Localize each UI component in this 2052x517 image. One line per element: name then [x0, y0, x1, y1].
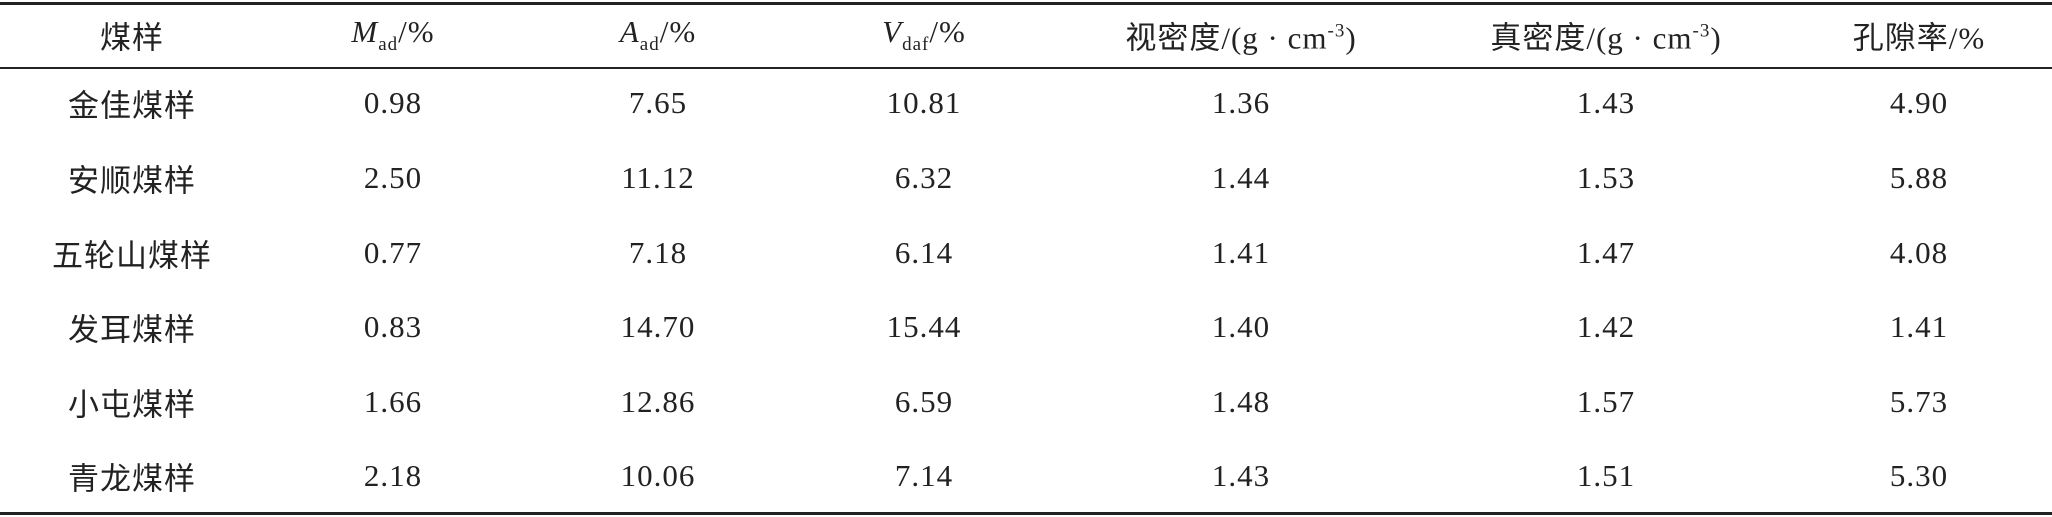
- top-rule: [0, 2, 2052, 5]
- header-text: -3: [1692, 20, 1711, 42]
- row-label: 发耳煤样: [68, 312, 196, 348]
- header-cell: Mad/%: [351, 14, 434, 56]
- header-text: /%: [929, 14, 966, 49]
- header-text: 真密度/(g · cm: [1490, 20, 1693, 56]
- header-text: -3: [1327, 20, 1346, 42]
- cell-value: 12.86: [620, 384, 696, 419]
- row-label: 青龙煤样: [68, 461, 196, 497]
- cell-value: 10.06: [620, 458, 696, 493]
- header-text: A: [619, 14, 640, 49]
- cell-value: 5.73: [1889, 384, 1949, 419]
- cell-value: 2.18: [363, 458, 423, 493]
- cell-value: 10.81: [886, 85, 962, 120]
- header-text: M: [351, 14, 379, 49]
- cell-value: 2.50: [363, 160, 423, 195]
- cell-value: 0.98: [363, 85, 423, 120]
- cell-value: 5.88: [1889, 160, 1949, 195]
- cell-value: 11.12: [621, 160, 695, 195]
- row-label: 五轮山煤样: [52, 238, 212, 274]
- header-cell: Aad/%: [620, 14, 696, 56]
- cell-value: 6.14: [894, 235, 954, 270]
- header-text: ad: [639, 34, 660, 55]
- cell-value: 1.43: [1211, 458, 1271, 493]
- cell-value: 1.40: [1211, 309, 1271, 344]
- cell-value: 6.59: [894, 384, 954, 419]
- cell-value: 1.53: [1576, 160, 1636, 195]
- bottom-rule: [0, 512, 2052, 515]
- header-text: daf: [902, 34, 930, 55]
- header-text: 孔隙率/%: [1852, 20, 1986, 56]
- cell-value: 4.08: [1889, 235, 1949, 270]
- cell-value: 1.41: [1889, 309, 1949, 344]
- header-cell: 煤样: [100, 13, 164, 58]
- cell-value: 0.83: [363, 309, 423, 344]
- header-text: 煤样: [100, 20, 164, 56]
- cell-value: 4.90: [1889, 85, 1949, 120]
- cell-value: 1.36: [1211, 85, 1271, 120]
- header-text: ): [1345, 20, 1357, 56]
- header-cell: 视密度/(g · cm-3): [1125, 13, 1356, 58]
- header-cell: 真密度/(g · cm-3): [1490, 13, 1721, 58]
- cell-value: 7.14: [894, 458, 954, 493]
- cell-value: 14.70: [620, 309, 696, 344]
- header-text: 视密度/(g · cm: [1125, 20, 1328, 56]
- cell-value: 15.44: [886, 309, 962, 344]
- cell-value: 1.51: [1576, 458, 1636, 493]
- header-rule: [0, 67, 2052, 69]
- header-text: ): [1710, 20, 1722, 56]
- cell-value: 1.48: [1211, 384, 1271, 419]
- cell-value: 5.30: [1889, 458, 1949, 493]
- cell-value: 7.65: [628, 85, 688, 120]
- header-cell: 孔隙率/%: [1853, 13, 1985, 58]
- header-text: /%: [398, 14, 435, 49]
- cell-value: 1.57: [1576, 384, 1636, 419]
- header-text: /%: [659, 14, 697, 49]
- cell-value: 7.18: [628, 235, 688, 270]
- cell-value: 1.66: [363, 384, 423, 419]
- cell-value: 1.47: [1576, 235, 1636, 270]
- cell-value: 1.44: [1211, 160, 1271, 195]
- header-cell: Vdaf/%: [882, 14, 966, 56]
- row-label: 小屯煤样: [68, 387, 196, 423]
- cell-value: 0.77: [363, 235, 423, 270]
- cell-value: 1.42: [1576, 309, 1636, 344]
- header-text: V: [882, 14, 903, 49]
- cell-value: 1.43: [1576, 85, 1636, 120]
- row-label: 安顺煤样: [68, 163, 196, 199]
- row-label: 金佳煤样: [68, 88, 196, 124]
- header-text: ad: [378, 34, 399, 55]
- cell-value: 6.32: [894, 160, 954, 195]
- cell-value: 1.41: [1211, 235, 1271, 270]
